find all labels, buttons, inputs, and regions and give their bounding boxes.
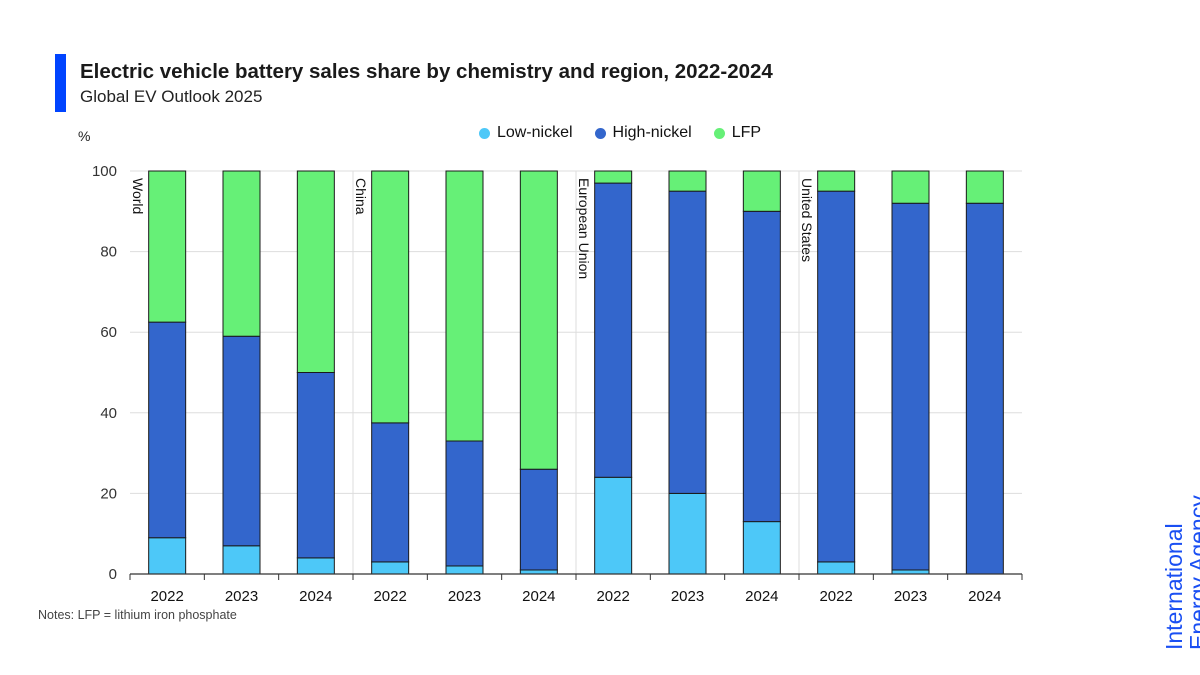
y-tick-label: 80: [100, 244, 117, 261]
bar-segment-lfp: [891, 170, 930, 204]
bar-segment-lfp: [296, 170, 335, 373]
bar-segment-low-nickel: [742, 521, 781, 575]
bar-segment-high-nickel: [445, 440, 484, 567]
bar-segment-high-nickel: [519, 468, 558, 571]
bar-segment-high-nickel: [668, 190, 707, 494]
bar-segment-high-nickel: [222, 335, 261, 547]
bar-segment-lfp: [965, 170, 1004, 204]
legend-label-low-nickel: Low-nickel: [496, 124, 573, 141]
bar-segment-low-nickel: [148, 537, 187, 575]
bar-segment-high-nickel: [891, 202, 930, 571]
logo-line-1: International: [1161, 523, 1187, 650]
x-tick-label: 2022: [373, 588, 406, 605]
legend-item-low-nickel[interactable]: Low-nickel: [478, 124, 573, 142]
bar-segment-lfp: [519, 170, 558, 470]
bar-segment-low-nickel: [891, 569, 930, 575]
region-label: World: [130, 178, 146, 214]
x-tick-label: 2023: [225, 588, 258, 605]
legend-item-lfp[interactable]: LFP: [713, 124, 762, 142]
bar-segment-lfp: [222, 170, 261, 337]
legend-label-high-nickel: High-nickel: [612, 124, 692, 141]
legend: Low-nickel High-nickel LFP: [0, 124, 1200, 142]
y-tick-label: 20: [100, 485, 117, 502]
bar-segment-low-nickel: [668, 492, 707, 575]
y-tick-label: 100: [92, 163, 117, 180]
x-tick-label: 2023: [671, 588, 704, 605]
bar-segment-lfp: [668, 170, 707, 192]
legend-label-lfp: LFP: [731, 124, 762, 141]
bar-segment-low-nickel: [817, 561, 856, 575]
region-label: China: [353, 178, 369, 215]
x-tick-label: 2023: [894, 588, 927, 605]
bar-segment-lfp: [445, 170, 484, 442]
bar-segment-high-nickel: [296, 372, 335, 559]
x-tick-label: 2024: [299, 588, 332, 605]
x-tick-label: 2022: [150, 588, 183, 605]
bar-segment-low-nickel: [445, 565, 484, 575]
y-tick-label: 0: [109, 566, 117, 583]
region-label: European Union: [576, 178, 592, 279]
bar-segment-low-nickel: [222, 545, 261, 575]
bar-segment-lfp: [148, 170, 187, 323]
bar-segment-high-nickel: [371, 422, 410, 563]
iea-logo: International Energy Agency: [1161, 495, 1200, 650]
bar-segment-low-nickel: [296, 557, 335, 575]
legend-item-high-nickel[interactable]: High-nickel: [594, 124, 692, 142]
x-tick-label: 2024: [745, 588, 778, 605]
x-tick-label: 2023: [448, 588, 481, 605]
legend-marker-low-nickel: [478, 127, 490, 139]
bar-segment-lfp: [371, 170, 410, 424]
x-tick-label: 2024: [522, 588, 555, 605]
bar-segment-high-nickel: [742, 210, 781, 523]
bar-segment-lfp: [742, 170, 781, 212]
accent-bar: [55, 54, 66, 112]
bar-segment-lfp: [817, 170, 856, 192]
bar-segment-high-nickel: [148, 321, 187, 539]
bar-segment-high-nickel: [965, 202, 1004, 575]
chart-note: Notes: LFP = lithium iron phosphate: [38, 608, 237, 622]
bar-segment-low-nickel: [519, 569, 558, 575]
bar-segment-low-nickel: [371, 561, 410, 575]
y-axis-unit: %: [78, 128, 91, 144]
bar-segment-low-nickel: [594, 476, 633, 575]
chart-title: Electric vehicle battery sales share by …: [80, 60, 773, 83]
bar-segment-lfp: [594, 170, 633, 184]
x-tick-label: 2022: [819, 588, 852, 605]
bar-segment-high-nickel: [594, 182, 633, 478]
logo-line-2: Energy Agency: [1185, 495, 1200, 650]
region-label: United States: [799, 178, 815, 262]
chart-subtitle: Global EV Outlook 2025: [80, 87, 263, 106]
x-tick-label: 2022: [596, 588, 629, 605]
y-tick-label: 40: [100, 405, 117, 422]
y-tick-label: 60: [100, 324, 117, 341]
bar-segment-high-nickel: [817, 190, 856, 563]
legend-marker-high-nickel: [594, 127, 606, 139]
legend-marker-lfp: [713, 127, 725, 139]
x-tick-label: 2024: [968, 588, 1001, 605]
